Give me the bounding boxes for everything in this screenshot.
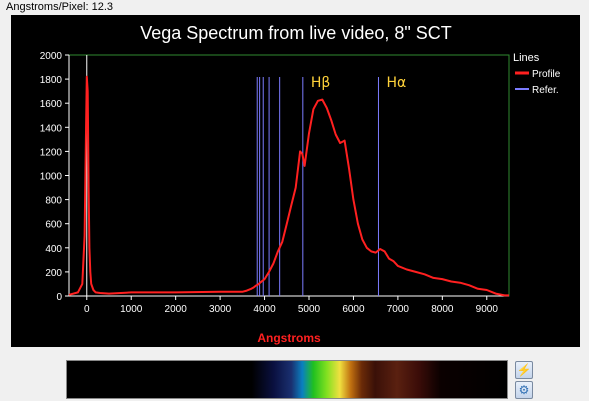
y-tick-label: 1400 bbox=[40, 123, 63, 134]
lightning-icon: ⚡ bbox=[516, 363, 532, 377]
x-tick-label: 3000 bbox=[209, 304, 232, 315]
x-tick-label: 7000 bbox=[387, 304, 410, 315]
spectrum-chart: Vega Spectrum from live video, 8" SCT 0 2… bbox=[11, 15, 580, 347]
profile-series-line bbox=[68, 75, 509, 297]
x-tick-label: 1000 bbox=[120, 304, 143, 315]
y-tick-label: 2000 bbox=[40, 51, 63, 62]
settings-button[interactable]: ⚙ bbox=[515, 381, 533, 399]
chart-title: Vega Spectrum from live video, 8" SCT bbox=[140, 23, 452, 43]
x-tick-label: 6000 bbox=[342, 304, 365, 315]
legend: Lines Profile Refer. bbox=[513, 52, 561, 96]
y-tick-label: 800 bbox=[45, 196, 62, 207]
lightning-button[interactable]: ⚡ bbox=[515, 361, 533, 379]
spectrum-chart-svg: Vega Spectrum from live video, 8" SCT 0 2… bbox=[40, 23, 561, 345]
y-tick-label: 0 bbox=[56, 292, 62, 303]
line-annotation: Hβ bbox=[311, 75, 330, 91]
x-axis-label: Angstroms bbox=[257, 331, 321, 345]
x-tick-label: 2000 bbox=[165, 304, 188, 315]
legend-entry-reference: Refer. bbox=[532, 85, 559, 96]
x-tick-label: 4000 bbox=[253, 304, 276, 315]
y-tick-label: 1200 bbox=[40, 147, 63, 158]
x-tick-label: 0 bbox=[84, 304, 90, 315]
legend-title: Lines bbox=[513, 52, 540, 64]
gear-icon: ⚙ bbox=[518, 383, 530, 397]
y-tick-label: 1600 bbox=[40, 99, 63, 110]
spectrum-strip bbox=[66, 360, 508, 399]
legend-entry-profile: Profile bbox=[532, 69, 561, 80]
pixel-scale-label: Angstroms/Pixel: 12.3 bbox=[6, 1, 113, 13]
x-tick-label: 5000 bbox=[298, 304, 321, 315]
spectrum-strip-fill bbox=[67, 361, 507, 398]
x-tick-label: 9000 bbox=[476, 304, 499, 315]
y-tick-label: 400 bbox=[45, 244, 62, 255]
plot-area-border bbox=[68, 54, 510, 297]
y-tick-label: 1800 bbox=[40, 75, 63, 86]
y-tick-label: 1000 bbox=[40, 172, 63, 183]
spectrum-strip-svg bbox=[67, 361, 507, 398]
y-tick-label: 200 bbox=[45, 268, 62, 279]
line-annotation: Hα bbox=[386, 75, 406, 91]
x-tick-label: 8000 bbox=[431, 304, 454, 315]
y-tick-label: 600 bbox=[45, 220, 62, 231]
